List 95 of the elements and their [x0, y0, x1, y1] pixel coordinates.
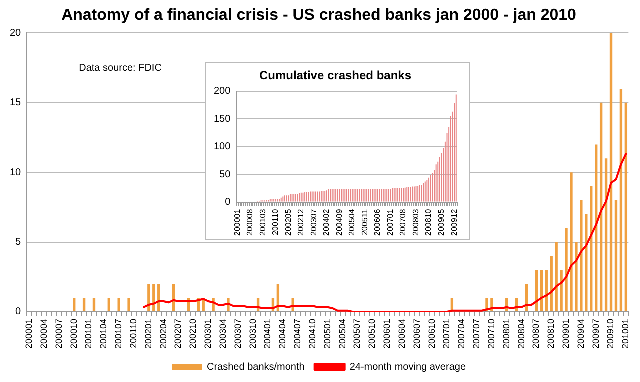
- x-tick-label: 200511: [360, 208, 370, 236]
- bar: [600, 102, 603, 312]
- chart-title: Cumulative crashed banks: [259, 68, 412, 83]
- bar: [118, 298, 120, 312]
- x-tick-label: 200212: [296, 208, 306, 236]
- y-tick-label: 150: [214, 114, 232, 125]
- x-tick-label: 200110: [128, 318, 138, 348]
- x-tick-label: 200101: [84, 318, 94, 350]
- bar: [610, 33, 613, 312]
- y-tick-label: 20: [10, 28, 22, 39]
- bar: [82, 298, 86, 312]
- x-tick-label: 200801: [501, 318, 512, 350]
- x-tick-label: 200110: [271, 208, 280, 236]
- bar: [570, 172, 573, 312]
- x-tick-label: 200610: [426, 318, 437, 350]
- x-tick-label: 200008: [246, 208, 255, 236]
- x-tick-label: 200207: [173, 318, 184, 350]
- legend-label: 24-month moving average: [350, 362, 466, 373]
- x-tick-label: 200810: [424, 208, 434, 236]
- bar: [614, 200, 618, 312]
- annotation: Data source: FDIC: [79, 62, 162, 74]
- x-tick-label: 200601: [382, 318, 392, 350]
- x-tick-label: 200103: [258, 208, 268, 236]
- x-tick-label: 200401: [262, 318, 273, 350]
- y-tick-label: 200: [214, 86, 232, 98]
- x-tick-label: 200807: [531, 318, 542, 350]
- x-tick-label: 200307: [232, 318, 243, 350]
- x-tick-label: 200310: [248, 318, 258, 350]
- bar: [108, 298, 110, 312]
- x-tick-label: 200504: [337, 318, 348, 350]
- x-tick-label: 200004: [39, 318, 50, 350]
- x-tick-label: 200710: [486, 318, 496, 350]
- x-tick-label: 200803: [411, 208, 420, 236]
- y-tick-label: 10: [10, 167, 22, 178]
- x-tick-label: 200507: [352, 318, 362, 350]
- x-tick-label: 200501: [322, 318, 332, 350]
- bar: [128, 298, 130, 312]
- y-tick-label: 15: [10, 98, 22, 109]
- x-tick-label: 200701: [386, 208, 395, 236]
- x-tick-label: 200510: [367, 318, 378, 350]
- y-tick-label: 0: [16, 306, 22, 318]
- bar: [565, 228, 568, 312]
- x-tick-label: 200604: [396, 318, 407, 350]
- x-tick-label: 200404: [278, 318, 288, 350]
- bar: [595, 144, 598, 312]
- x-tick-label: 200210: [188, 318, 198, 350]
- x-tick-label: 200708: [398, 208, 408, 236]
- x-tick-label: 200204: [158, 318, 168, 350]
- x-tick-label: 200707: [472, 318, 482, 350]
- x-tick-label: 200912: [450, 208, 459, 236]
- x-tick-label: 200504: [348, 208, 357, 236]
- x-tick-label: 200905: [436, 208, 446, 236]
- bar: [590, 186, 593, 312]
- x-tick-label: 200907: [590, 318, 601, 350]
- x-tick-label: 200810: [546, 318, 556, 350]
- x-tick-label: 200304: [218, 318, 228, 350]
- x-tick-label: 200001: [232, 208, 242, 236]
- legend-label: Crashed banks/month: [206, 362, 305, 373]
- x-tick-label: 200910: [606, 318, 616, 350]
- chart-title: Anatomy of a financial crisis - US crashed banks jan 2000 - jan 2010: [62, 7, 577, 24]
- bar: [575, 242, 578, 312]
- x-tick-label: 200607: [412, 318, 422, 350]
- x-tick-label: 200205: [284, 208, 293, 236]
- x-tick-label: 200901: [561, 318, 572, 350]
- x-tick-label: 200001: [24, 318, 34, 350]
- y-tick-label: 0: [225, 197, 232, 208]
- bar: [73, 298, 76, 312]
- bar: [560, 270, 563, 312]
- x-tick-label: 200407: [292, 318, 303, 350]
- x-tick-label: 200107: [114, 318, 124, 350]
- bar: [620, 88, 623, 312]
- y-tick-label: 100: [214, 142, 232, 153]
- x-tick-label: 200409: [334, 208, 344, 236]
- x-tick-label: 200606: [373, 208, 382, 236]
- x-tick-label: 200704: [456, 318, 467, 350]
- bar: [580, 200, 583, 312]
- x-tick-label: 200410: [307, 318, 318, 350]
- y-tick-label: 5: [16, 237, 22, 248]
- x-tick-label: 200104: [98, 318, 109, 350]
- bar: [92, 298, 96, 312]
- bar: [604, 158, 608, 312]
- x-tick-label: 200010: [68, 318, 79, 350]
- x-tick-label: 200307: [309, 208, 318, 236]
- x-tick-label: 200301: [203, 318, 214, 350]
- x-tick-label: 200402: [322, 208, 332, 236]
- bar: [555, 242, 558, 312]
- y-tick-label: 50: [220, 169, 232, 180]
- bar: [148, 284, 150, 312]
- x-tick-label: 201001: [620, 318, 631, 350]
- x-tick-label: 200007: [54, 318, 64, 350]
- bar: [624, 102, 628, 312]
- x-tick-label: 200904: [576, 318, 586, 350]
- x-tick-label: 200804: [516, 318, 526, 350]
- x-tick-label: 200701: [442, 318, 452, 350]
- x-tick-label: 200201: [143, 318, 154, 350]
